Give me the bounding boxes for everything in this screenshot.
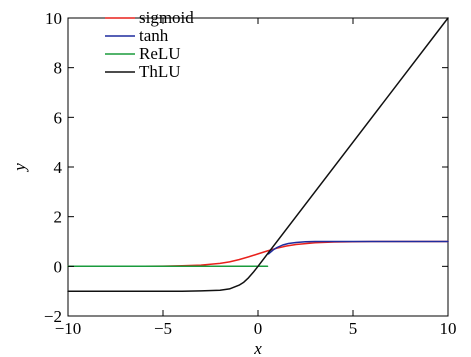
y-tick-label: 0 <box>54 257 63 276</box>
legend-label-relu: ReLU <box>139 44 181 63</box>
y-tick-label: 10 <box>45 9 62 28</box>
series-line-tanh <box>267 240 449 255</box>
y-axis-label: y <box>10 163 29 173</box>
series-line-sigmoid <box>67 240 449 268</box>
series-layer <box>67 17 449 292</box>
series-line-thlu <box>67 17 449 292</box>
x-tick-label: −10 <box>55 319 82 338</box>
y-tick-label: 8 <box>54 59 63 78</box>
y-tick-label: 6 <box>54 108 63 127</box>
ticks-layer: −10 −5 0 5 10 −2 0 2 4 6 8 10 <box>44 9 457 338</box>
x-axis-label: x <box>253 339 262 357</box>
legend-label-tanh: tanh <box>139 26 169 45</box>
legend-label-thlu: ThLU <box>139 62 181 81</box>
x-tick-label: 5 <box>349 319 358 338</box>
y-tick-label: −2 <box>44 307 62 326</box>
y-tick-label: 2 <box>54 208 63 227</box>
x-tick-label: 0 <box>254 319 263 338</box>
y-tick-label: 4 <box>54 158 63 177</box>
plot-frame <box>67 17 449 317</box>
x-tick-label: −5 <box>154 319 172 338</box>
legend-label-sigmoid: sigmoid <box>139 8 194 27</box>
x-tick-label: 10 <box>440 319 457 338</box>
